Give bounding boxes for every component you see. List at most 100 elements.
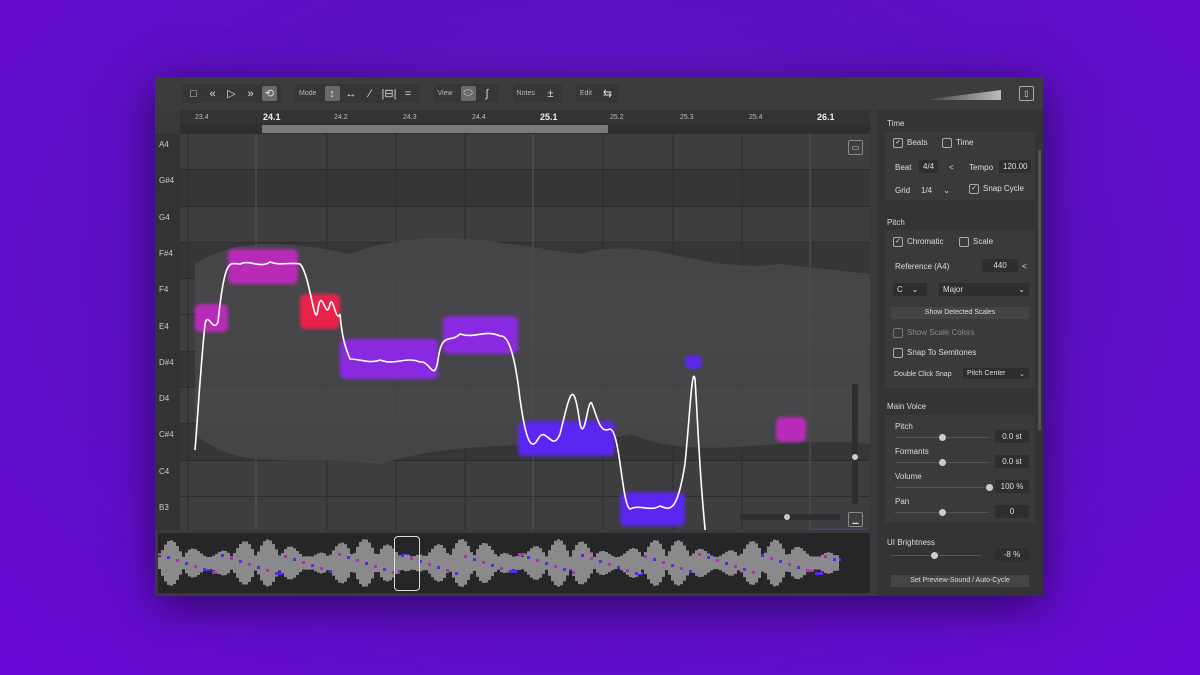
pitch-row — [180, 461, 870, 497]
show-scale-colors-checkbox[interactable]: Show Scale Colors — [893, 328, 975, 338]
time-ruler[interactable]: 23.4 24.1 24.2 24.3 24.4 25.1 25.2 25.3 25.4 26.1 — [180, 110, 870, 124]
horizontal-scrollbar[interactable] — [180, 124, 870, 134]
key-label: C4 — [159, 466, 170, 476]
formants-field[interactable]: 0.0 st — [995, 455, 1029, 468]
loop-icon[interactable]: ⟲ — [262, 86, 277, 101]
overview-bar — [740, 553, 743, 573]
pitch-move-icon[interactable]: ↕ — [324, 86, 340, 101]
snap-cycle-checkbox[interactable]: ✓ Snap Cycle — [969, 184, 1024, 194]
plus-minus-icon[interactable]: ± — [547, 87, 554, 100]
snap-semitones-checkbox[interactable]: Snap To Semitones — [893, 348, 976, 358]
rewind-icon[interactable]: « — [209, 87, 216, 100]
overview-bar — [308, 556, 311, 570]
overview-note — [806, 569, 814, 572]
overview-bar — [521, 556, 524, 570]
editor-canvas — [187, 134, 870, 530]
show-detected-scales-button[interactable]: Show Detected Scales — [891, 307, 1029, 319]
pitch-editor-grid[interactable]: ▭ ▁ — [180, 134, 870, 530]
note-blob[interactable] — [620, 492, 685, 526]
panel-toggle-icon[interactable]: ▯ — [1019, 86, 1034, 101]
chromatic-checkbox[interactable]: ✓ Chromatic — [893, 237, 943, 247]
overview-viewport[interactable] — [394, 536, 420, 591]
overview-bar — [377, 553, 380, 573]
pitch-slider[interactable] — [895, 434, 989, 441]
overview-bar — [416, 554, 419, 572]
slider-knob[interactable] — [986, 484, 993, 491]
draw-icon[interactable]: ∕ — [369, 87, 371, 100]
reference-field[interactable]: 440 — [982, 259, 1018, 272]
scroll-thumb[interactable] — [262, 125, 608, 133]
split-icon[interactable]: |⊟| — [381, 88, 397, 100]
scale-checkbox[interactable]: Scale — [959, 237, 993, 247]
overview-note — [518, 553, 526, 556]
overview-bar — [179, 551, 182, 575]
pan-slider[interactable] — [895, 509, 989, 516]
beats-checkbox[interactable]: ✓ Beats — [893, 138, 927, 148]
double-click-snap-select[interactable]: Pitch Center ⌄ — [963, 368, 1029, 379]
overview-bar — [674, 541, 677, 585]
slider-knob[interactable] — [939, 509, 946, 516]
pan-field[interactable]: 0 — [995, 505, 1029, 518]
overview-bar — [452, 548, 455, 578]
curve-view-icon[interactable]: ∫ — [485, 87, 489, 100]
swap-icon[interactable]: ⇆ — [602, 88, 613, 100]
time-checkbox[interactable]: Time — [942, 138, 973, 148]
stop-icon[interactable]: □ — [190, 87, 197, 100]
key-select[interactable]: C ⌄ — [893, 283, 927, 296]
overview-bar — [770, 541, 773, 585]
note-blob[interactable] — [195, 304, 228, 332]
overview-bar — [596, 553, 599, 573]
grid-select[interactable]: 1/4 ⌄ — [921, 186, 950, 195]
beat-field[interactable]: 4/4 — [919, 160, 939, 173]
note-blob[interactable] — [340, 339, 438, 379]
pitch-curve — [194, 261, 706, 530]
overview-bar — [356, 546, 359, 580]
overview-bar — [743, 548, 746, 578]
blob-view-icon[interactable]: ⬭ — [460, 86, 476, 101]
volume-slider[interactable] — [895, 484, 993, 491]
note-blob[interactable] — [776, 417, 806, 442]
volume-field[interactable]: 100 % — [995, 480, 1029, 493]
slider-knob[interactable] — [939, 434, 946, 441]
vertical-zoom-slider[interactable] — [852, 384, 858, 504]
overview-bar — [692, 553, 695, 573]
overview-bar — [785, 554, 788, 572]
overview-bar — [602, 550, 605, 576]
overview-bar — [551, 544, 554, 582]
panel-scrollbar[interactable] — [1038, 150, 1041, 430]
fast-forward-icon[interactable]: » — [247, 87, 254, 100]
overview-bar — [707, 553, 710, 573]
scale-mode-select[interactable]: Major ⌄ — [939, 283, 1029, 296]
note-blob[interactable] — [685, 355, 702, 369]
overview-bar — [362, 539, 365, 587]
overview-bar — [641, 556, 644, 570]
slider-knob[interactable] — [939, 459, 946, 466]
overview-bar — [647, 546, 650, 580]
overview-bar — [455, 543, 458, 583]
note-blob[interactable] — [228, 249, 298, 284]
horizontal-zoom-slider[interactable] — [740, 514, 840, 520]
overview-bar — [587, 547, 590, 579]
play-icon[interactable]: ▷ — [227, 88, 236, 100]
beat-arrow-icon[interactable]: < — [949, 163, 954, 172]
pitch-field[interactable]: 0.0 st — [995, 430, 1029, 443]
note-blob[interactable] — [300, 294, 340, 329]
time-move-icon[interactable]: ↔ — [345, 87, 357, 100]
overview-bar — [473, 555, 476, 571]
reference-arrow-icon[interactable]: < — [1022, 262, 1027, 271]
overview-strip[interactable] — [158, 533, 870, 593]
ui-brightness-slider[interactable] — [891, 552, 981, 559]
preview-sound-button[interactable]: Set Preview-Sound / Auto-Cycle — [891, 575, 1029, 587]
fit-width-icon[interactable]: ▁ — [848, 512, 863, 527]
tempo-field[interactable]: 120.00 — [999, 160, 1032, 173]
note-blob[interactable] — [443, 316, 518, 354]
ui-brightness-field[interactable]: -8 % — [995, 548, 1029, 561]
volume-meter[interactable] — [923, 90, 1001, 100]
fit-view-icon[interactable]: ▭ — [848, 140, 863, 155]
overview-bar — [257, 551, 260, 575]
edit-group: Edit ⇆ — [575, 84, 619, 103]
overview-bar — [389, 545, 392, 581]
note-blob[interactable] — [518, 421, 615, 456]
formants-slider[interactable] — [895, 459, 989, 466]
equal-icon[interactable]: = — [404, 87, 412, 100]
